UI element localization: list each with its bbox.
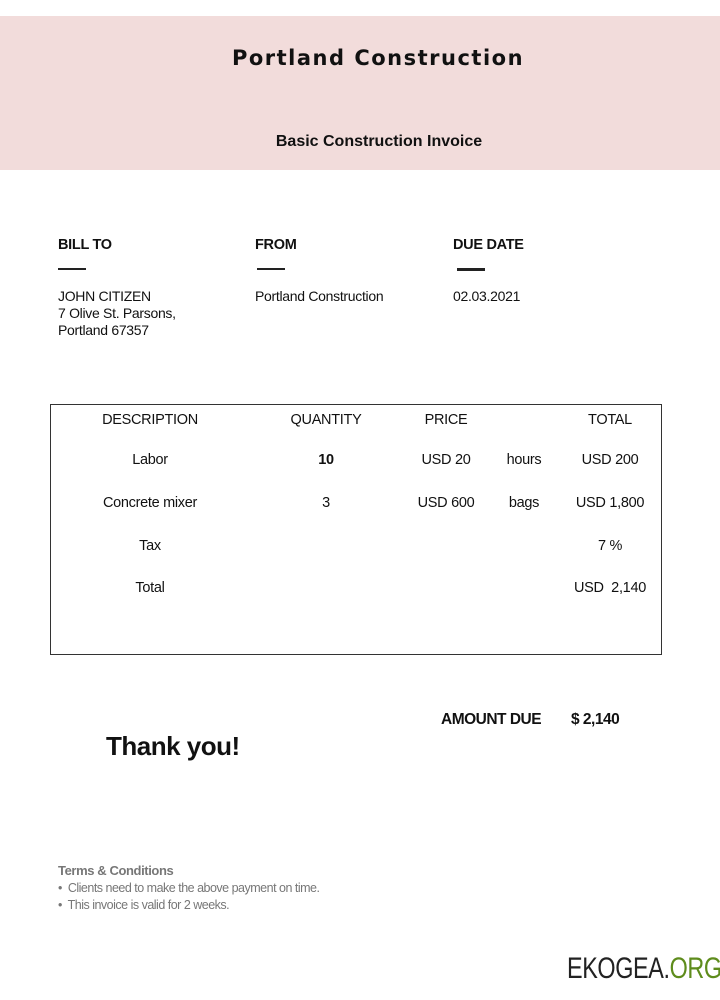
row-price: USD 600: [417, 495, 475, 511]
row-unit: bags: [508, 495, 540, 511]
company-title: Portland Construction: [231, 46, 525, 70]
bill-to-city: Portland 67357: [58, 322, 149, 338]
row-total: USD 1,800: [575, 495, 645, 511]
header-total: TOTAL: [588, 412, 632, 428]
header-band: [0, 16, 720, 170]
header-price: PRICE: [424, 412, 468, 428]
tax-value: 7 %: [597, 538, 623, 554]
line-items-table: [50, 404, 662, 655]
divider: [58, 268, 86, 270]
due-date-value: 02.03.2021: [453, 288, 521, 304]
total-label: Total: [135, 580, 165, 596]
watermark-main: EKOGEA.: [567, 952, 670, 985]
header-quantity: QUANTITY: [290, 412, 362, 428]
row-quantity: 10: [318, 452, 334, 468]
terms-title: Terms & Conditions: [58, 863, 174, 878]
from-label: FROM: [255, 237, 297, 253]
watermark-logo: EKOGEA.ORG: [567, 952, 720, 986]
row-quantity: 3: [322, 495, 330, 511]
row-description: Labor: [132, 452, 168, 468]
row-unit: hours: [506, 452, 542, 468]
header-description: DESCRIPTION: [102, 412, 198, 428]
bill-to-label: BILL TO: [58, 237, 112, 253]
thank-you-message: Thank you!: [106, 731, 240, 761]
watermark-accent: ORG: [669, 952, 720, 985]
terms-item: • This invoice is valid for 2 weeks.: [58, 898, 230, 912]
total-value: USD 2,140: [574, 580, 646, 596]
due-date-label: DUE DATE: [453, 237, 524, 253]
terms-item: • Clients need to make the above payment…: [58, 881, 320, 895]
tax-label: Tax: [139, 538, 161, 554]
row-price: USD 20: [421, 452, 471, 468]
bill-to-name: JOHN CITIZEN: [58, 288, 151, 304]
bill-to-address: JOHN CITIZEN 7 Olive St. Parsons, Portla…: [58, 288, 176, 339]
amount-due-label: AMOUNT DUE: [441, 711, 542, 728]
row-total: USD 200: [581, 452, 639, 468]
terms-item-text: This invoice is valid for 2 weeks.: [67, 898, 230, 912]
bill-to-street: 7 Olive St. Parsons,: [58, 305, 176, 321]
divider: [257, 268, 285, 270]
invoice-subtitle: Basic Construction Invoice: [275, 133, 483, 150]
terms-item-text: Clients need to make the above payment o…: [67, 881, 320, 895]
amount-due-value: $ 2,140: [571, 711, 620, 728]
row-description: Concrete mixer: [102, 495, 198, 511]
divider: [457, 268, 485, 271]
from-value: Portland Construction: [255, 288, 384, 304]
